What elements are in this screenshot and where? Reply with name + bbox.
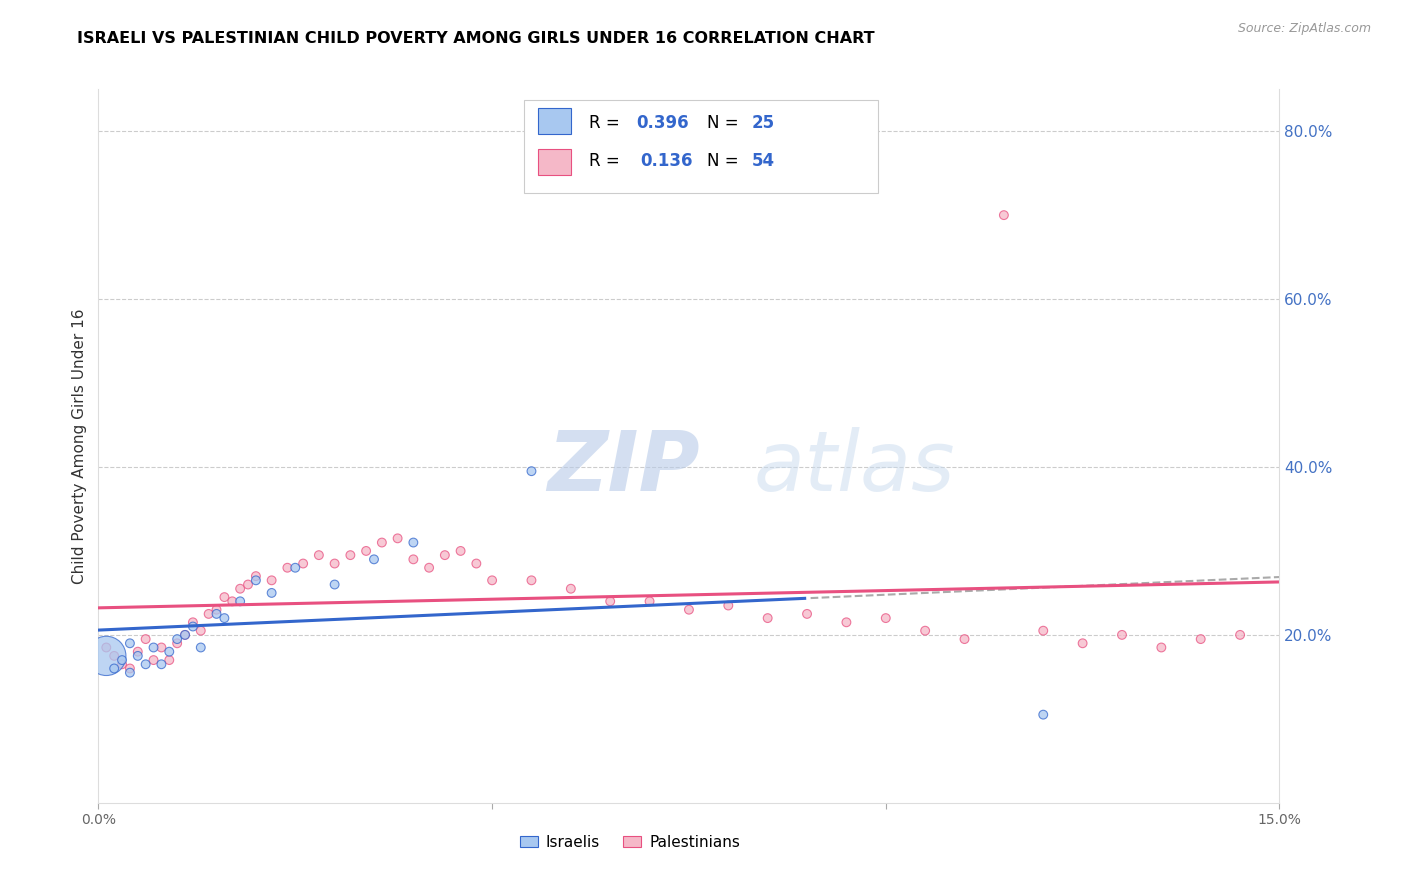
Point xyxy=(363,552,385,566)
Point xyxy=(205,603,228,617)
Point xyxy=(103,661,125,675)
Point xyxy=(214,611,236,625)
Point xyxy=(599,594,621,608)
Point xyxy=(433,548,456,562)
Point xyxy=(1032,624,1054,638)
Y-axis label: Child Poverty Among Girls Under 16: Child Poverty Among Girls Under 16 xyxy=(72,309,87,583)
Point xyxy=(229,582,252,596)
Point xyxy=(1189,632,1212,646)
Point xyxy=(190,640,212,655)
Text: ISRAELI VS PALESTINIAN CHILD POVERTY AMONG GIRLS UNDER 16 CORRELATION CHART: ISRAELI VS PALESTINIAN CHILD POVERTY AMO… xyxy=(77,31,875,46)
Point xyxy=(103,648,125,663)
Point xyxy=(465,557,488,571)
Point xyxy=(245,569,267,583)
Point xyxy=(756,611,779,625)
Point xyxy=(678,603,700,617)
Point xyxy=(520,574,543,588)
FancyBboxPatch shape xyxy=(523,100,877,193)
Legend: Israelis, Palestinians: Israelis, Palestinians xyxy=(513,829,747,855)
Point xyxy=(1111,628,1133,642)
Point xyxy=(323,577,346,591)
Text: atlas: atlas xyxy=(754,427,956,508)
Point xyxy=(150,640,173,655)
Point xyxy=(481,574,503,588)
Point xyxy=(111,653,134,667)
Point xyxy=(914,624,936,638)
Point xyxy=(135,632,157,646)
Point xyxy=(245,574,267,588)
Text: 0.396: 0.396 xyxy=(636,114,689,132)
Point xyxy=(166,636,188,650)
Point xyxy=(323,557,346,571)
Point xyxy=(190,624,212,638)
Point xyxy=(308,548,330,562)
Text: ZIP: ZIP xyxy=(547,427,700,508)
Point xyxy=(181,615,204,630)
Point xyxy=(284,560,307,574)
Point xyxy=(135,657,157,672)
Point xyxy=(354,544,377,558)
Point xyxy=(127,648,149,663)
Point xyxy=(142,653,165,667)
Point xyxy=(371,535,394,549)
Point xyxy=(118,661,141,675)
Point xyxy=(236,577,259,591)
Point xyxy=(205,607,228,621)
FancyBboxPatch shape xyxy=(537,149,571,175)
Point xyxy=(221,594,243,608)
Point xyxy=(111,657,134,672)
Point xyxy=(402,552,425,566)
Point xyxy=(157,645,180,659)
Point xyxy=(796,607,818,621)
Point xyxy=(214,590,236,604)
Point xyxy=(276,560,298,574)
Point xyxy=(292,557,315,571)
Point xyxy=(150,657,173,672)
Text: R =: R = xyxy=(589,152,630,169)
Text: Source: ZipAtlas.com: Source: ZipAtlas.com xyxy=(1237,22,1371,36)
Point xyxy=(142,640,165,655)
Text: 25: 25 xyxy=(752,114,775,132)
Point xyxy=(1229,628,1251,642)
Point xyxy=(197,607,219,621)
Text: 0.136: 0.136 xyxy=(641,152,693,169)
Point xyxy=(402,535,425,549)
Point xyxy=(638,594,661,608)
Point xyxy=(96,640,118,655)
Point xyxy=(339,548,361,562)
Point xyxy=(118,665,141,680)
Point xyxy=(835,615,858,630)
Point xyxy=(166,632,188,646)
Point xyxy=(1071,636,1094,650)
Text: 54: 54 xyxy=(752,152,775,169)
Text: N =: N = xyxy=(707,152,744,169)
Point xyxy=(118,636,141,650)
Point xyxy=(181,619,204,633)
Point xyxy=(560,582,582,596)
Point xyxy=(953,632,976,646)
Point xyxy=(1032,707,1054,722)
Point xyxy=(520,464,543,478)
Point xyxy=(96,648,118,663)
Text: N =: N = xyxy=(707,114,744,132)
Point xyxy=(450,544,472,558)
Point xyxy=(174,628,197,642)
Point xyxy=(993,208,1015,222)
Point xyxy=(229,594,252,608)
Text: R =: R = xyxy=(589,114,624,132)
Point xyxy=(418,560,440,574)
Point xyxy=(387,532,409,546)
Point xyxy=(127,645,149,659)
Point xyxy=(260,574,283,588)
Point xyxy=(174,628,197,642)
FancyBboxPatch shape xyxy=(537,108,571,134)
Point xyxy=(875,611,897,625)
Point xyxy=(260,586,283,600)
Point xyxy=(717,599,740,613)
Point xyxy=(157,653,180,667)
Point xyxy=(1150,640,1173,655)
